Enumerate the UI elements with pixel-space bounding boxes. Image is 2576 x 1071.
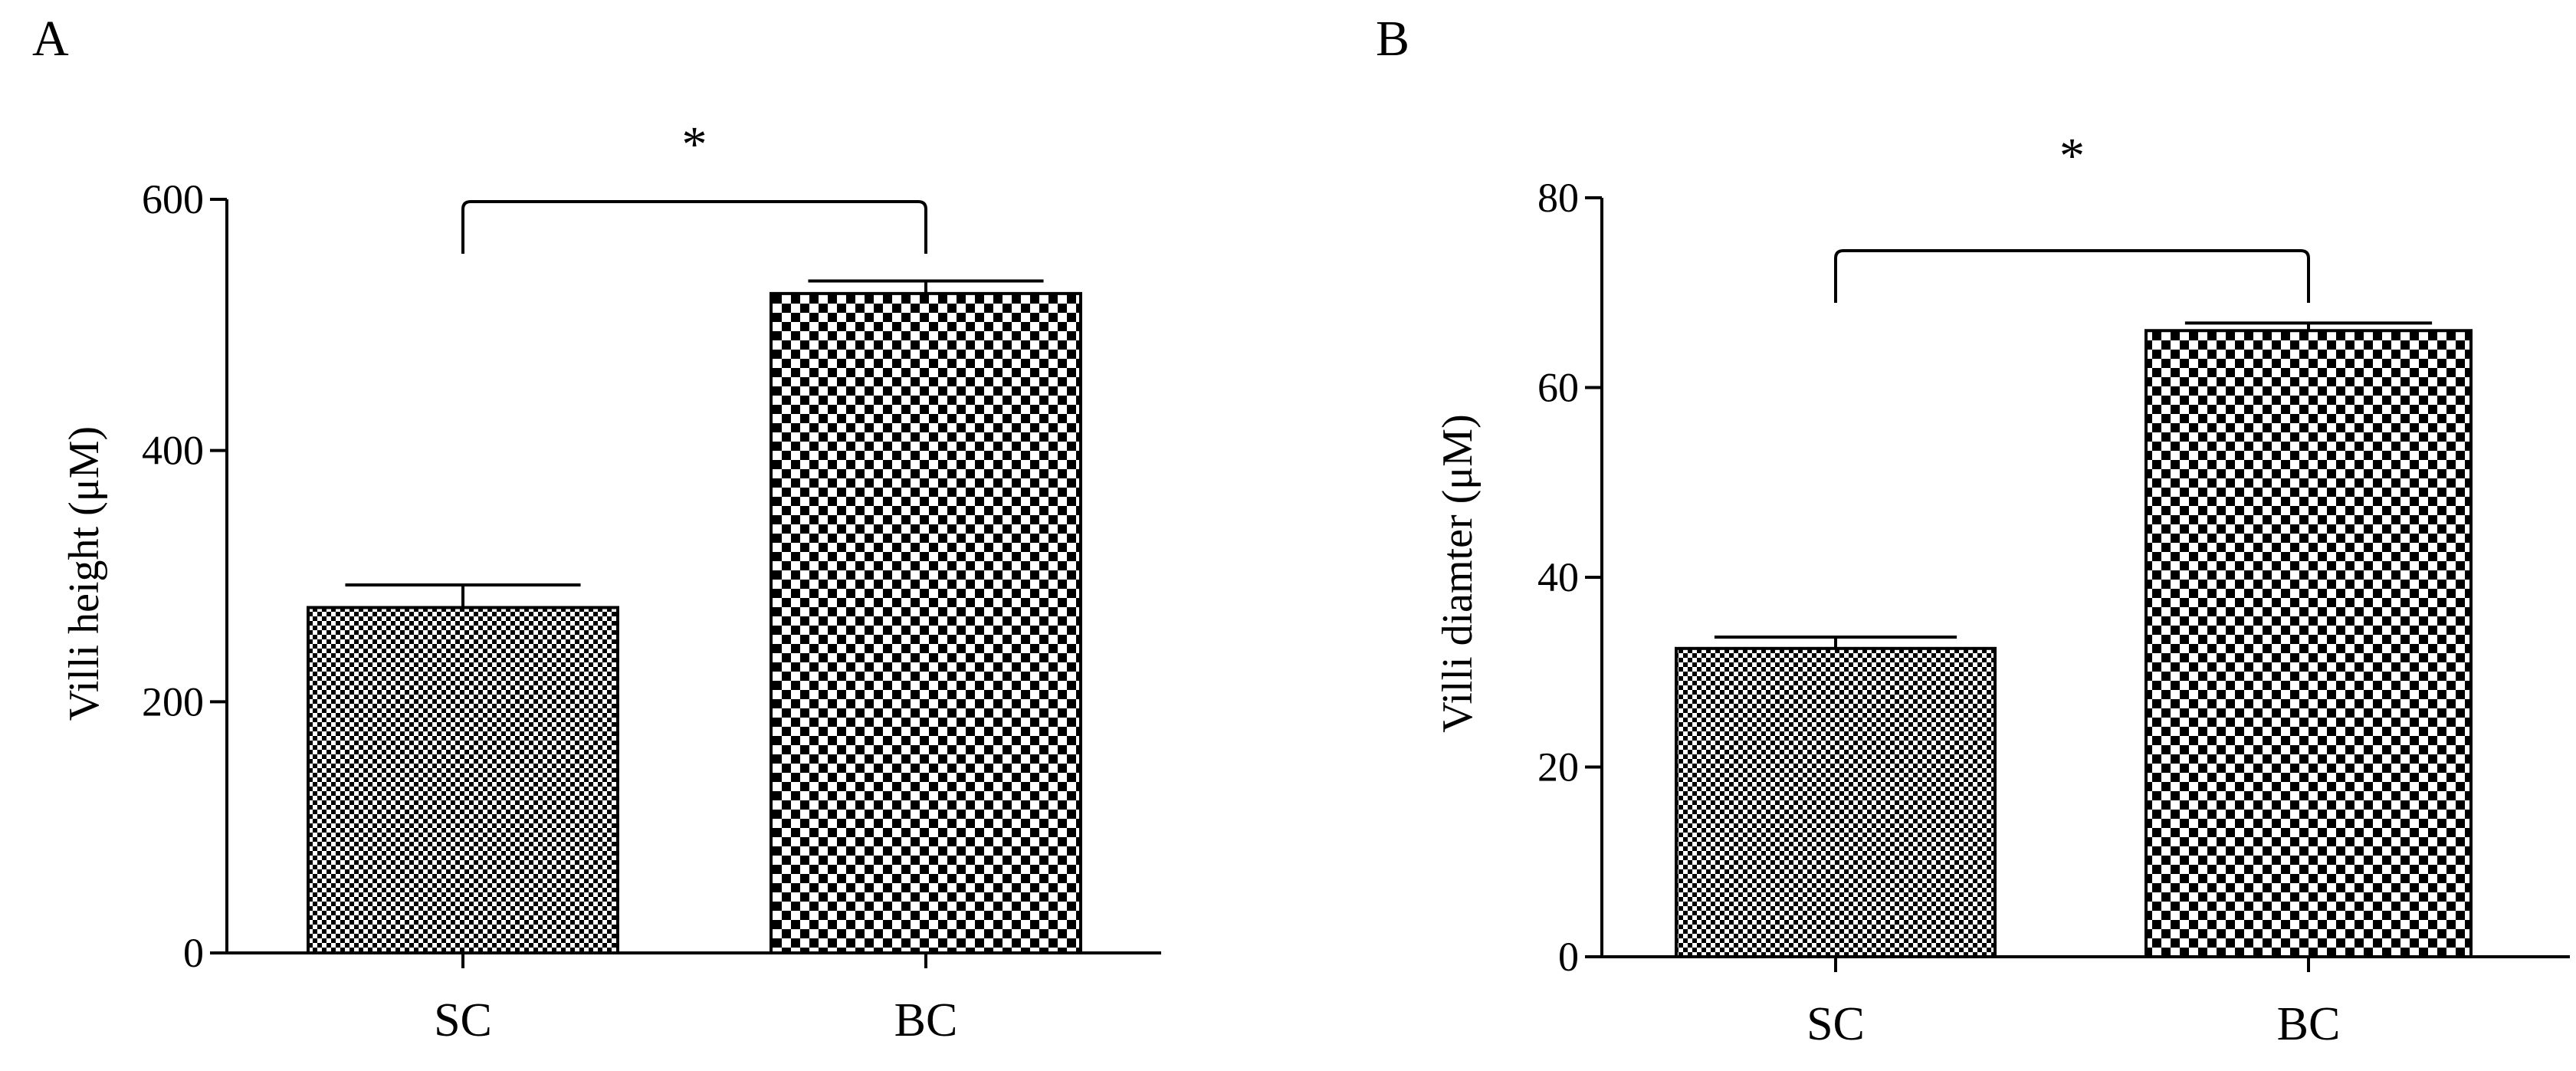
y-axis: 0 200 400 600 — [142, 176, 228, 976]
significance-label: * — [2059, 128, 2085, 184]
chart-panel-b: B Villi diamter (μM) 0 20 40 60 80 SC BC * — [1376, 11, 2570, 1050]
panel-label: B — [1376, 11, 1409, 67]
y-axis-title: Villi diamter (μM) — [1434, 414, 1482, 732]
error-bars — [345, 279, 1044, 608]
y-tick-label: 60 — [1537, 365, 1579, 411]
x-tick-label: SC — [434, 994, 492, 1046]
y-axis-title: Villi height (μM) — [61, 426, 108, 721]
chart-panel-a: A Villi height (μM) 0 200 400 600 SC BC * — [32, 11, 1161, 1046]
bar-bc — [2144, 329, 2473, 958]
x-tick-label: BC — [894, 994, 958, 1046]
bar-bc — [770, 291, 1082, 954]
y-tick-label: 80 — [1537, 175, 1579, 221]
y-tick-label: 40 — [1537, 554, 1579, 600]
y-tick-label: 0 — [183, 930, 204, 976]
significance-label: * — [682, 117, 707, 172]
error-bars — [1714, 321, 2433, 649]
x-tick-label: BC — [2277, 998, 2341, 1050]
panel-label: A — [32, 11, 69, 67]
y-tick-label: 20 — [1537, 744, 1579, 790]
y-tick-label: 600 — [142, 176, 204, 222]
y-tick-label: 0 — [1558, 934, 1579, 980]
significance: * — [1834, 128, 2310, 303]
x-axis: SC BC — [1602, 955, 2570, 1050]
bars — [1675, 329, 2473, 958]
x-axis: SC BC — [227, 951, 1161, 1046]
bar-sc — [307, 606, 619, 954]
bars — [307, 291, 1082, 954]
significance-bracket — [1834, 249, 2310, 303]
significance-bracket — [461, 200, 927, 254]
bar-sc — [1675, 646, 1997, 958]
y-tick-label: 200 — [142, 678, 204, 724]
y-axis: 0 20 40 60 80 — [1537, 175, 1603, 980]
significance: * — [461, 117, 927, 254]
x-tick-label: SC — [1806, 998, 1865, 1050]
y-tick-label: 400 — [142, 428, 204, 474]
